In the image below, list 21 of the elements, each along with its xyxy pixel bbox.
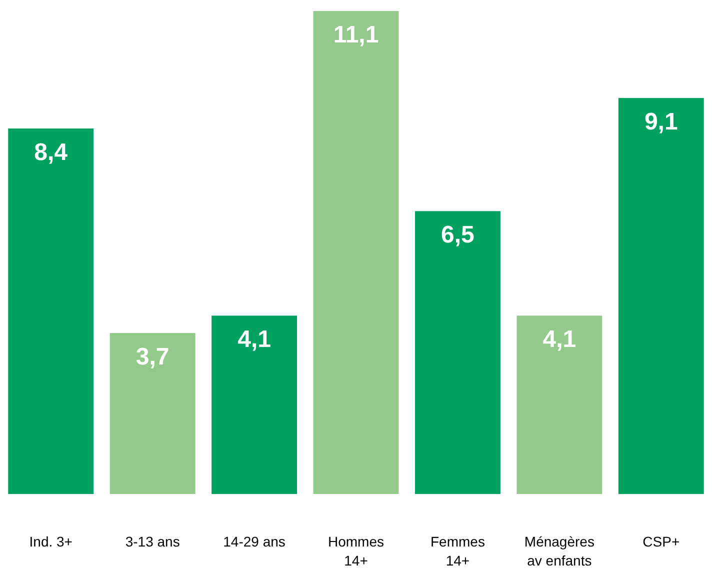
data-label: 11,1 bbox=[333, 22, 379, 48]
x-tick-label: CSP+ bbox=[642, 534, 680, 550]
bar bbox=[516, 316, 602, 494]
bar bbox=[8, 128, 94, 494]
bar bbox=[414, 211, 500, 494]
x-tick-label: 3-13 ans bbox=[125, 534, 180, 550]
data-label: 4,1 bbox=[542, 326, 576, 354]
data-label: 4,1 bbox=[238, 326, 271, 354]
x-tick-label: Ind. 3+ bbox=[29, 534, 72, 550]
bar bbox=[110, 333, 196, 494]
x-tick-label: Hommes 14+ bbox=[328, 534, 384, 568]
x-tick-label: Ménagères av enfants bbox=[524, 534, 594, 568]
x-tick-label: Femmes 14+ bbox=[430, 534, 485, 568]
bar bbox=[313, 11, 399, 494]
data-label: 8,4 bbox=[34, 138, 68, 166]
data-label: 9,1 bbox=[644, 108, 678, 136]
data-label: 6,5 bbox=[441, 222, 474, 249]
x-tick-label: 14-29 ans bbox=[223, 534, 286, 550]
data-label: 3,7 bbox=[136, 344, 170, 370]
bar bbox=[212, 316, 298, 494]
bar bbox=[618, 98, 704, 494]
